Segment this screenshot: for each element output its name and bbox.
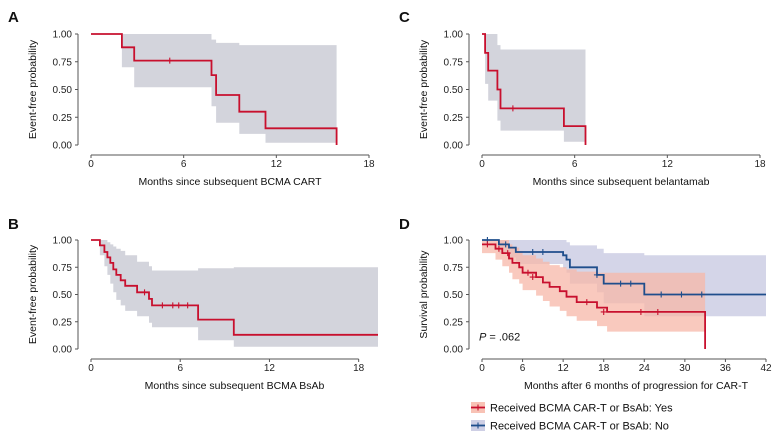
confidence-band-red [482, 240, 706, 332]
censor-mark [504, 250, 511, 257]
y-tick-label: 0.50 [53, 290, 73, 301]
censor-mark [627, 280, 634, 287]
x-tick-label: 12 [271, 159, 283, 170]
panel-a: A 0.00 0.25 0.50 0.75 1.00 0 6 12 18 Months since … [8, 9, 375, 188]
p-value-annotation: P = .062 [479, 331, 520, 343]
km-curve-red [482, 33, 587, 145]
y-tick-label: 0.75 [444, 57, 464, 68]
y-tick-label: 0.00 [53, 345, 73, 356]
y-tick-label: 0.50 [444, 85, 464, 96]
panel-b: B 0.00 0.25 0.50 0.75 1.00 0 6 12 18 Months since … [8, 216, 378, 392]
x-tick-label: 30 [679, 363, 691, 374]
y-axis-label: Survival probability [418, 250, 430, 339]
y-tick-label: 0.50 [444, 290, 464, 301]
legend-swatch-censor [475, 422, 481, 429]
censor-mark [169, 302, 176, 309]
y-axis-label: Event-free probability [418, 39, 430, 139]
y-tick-label: 0.50 [53, 85, 73, 96]
x-axis-label: Months since subsequent BCMA CART [138, 176, 322, 188]
x-axis-label: Months since subsequent BCMA BsAb [145, 380, 325, 392]
legend-swatch-censor [475, 404, 481, 411]
y-tick-label: 0.00 [444, 141, 464, 152]
censor-mark [529, 248, 536, 255]
censor-mark [495, 245, 502, 252]
x-tick-label: 12 [662, 159, 674, 170]
censor-mark [141, 289, 148, 296]
y-tick-label: 1.00 [444, 30, 464, 41]
censor-mark [524, 269, 531, 276]
confidence-band-red [482, 34, 586, 142]
x-tick-label: 0 [479, 363, 485, 374]
censor-mark [658, 291, 665, 298]
x-tick-label: 0 [88, 363, 94, 374]
x-axis-label: Months after 6 months of progression for… [524, 380, 749, 392]
legend-entry-label: Received BCMA CAR-T or BsAb: No [490, 421, 669, 433]
y-tick-label: 0.00 [53, 141, 73, 152]
censor-mark [678, 291, 685, 298]
censor-mark [175, 302, 182, 309]
y-tick-label: 0.00 [444, 345, 464, 356]
censor-mark [654, 308, 661, 315]
censor-mark [617, 280, 624, 287]
panel-label: C [399, 9, 410, 26]
panel-d: D 0.00 0.25 0.50 0.75 1.00 0 6 12 18 24 30 36 42 Month… [399, 216, 772, 433]
y-tick-label: 0.75 [53, 263, 73, 274]
censor-mark [166, 57, 173, 64]
censor-mark [529, 274, 536, 281]
x-tick-label: 12 [558, 363, 570, 374]
y-tick-label: 0.75 [53, 57, 73, 68]
x-axis-label: Months since subsequent belantamab [533, 176, 710, 188]
y-tick-label: 0.25 [444, 113, 464, 124]
y-tick-label: 0.75 [444, 263, 464, 274]
censor-mark [484, 241, 491, 248]
km-curve-red [91, 33, 338, 145]
censor-mark [593, 271, 600, 278]
x-tick-label: 18 [598, 363, 610, 374]
censor-mark [159, 302, 166, 309]
censor-mark [502, 241, 509, 248]
y-tick-label: 0.25 [53, 317, 73, 328]
censor-mark [539, 248, 546, 255]
legend: Received BCMA CAR-T or BsAb: Yes Received… [471, 402, 673, 433]
censor-mark [509, 105, 516, 112]
panel-label: D [399, 216, 410, 233]
x-tick-label: 18 [754, 159, 766, 170]
y-tick-label: 0.25 [53, 113, 73, 124]
x-tick-label: 0 [88, 159, 94, 170]
y-axis-label: Event-free probability [27, 244, 39, 344]
x-tick-label: 18 [363, 159, 375, 170]
x-tick-label: 24 [639, 363, 651, 374]
x-tick-label: 18 [353, 363, 365, 374]
y-tick-label: 1.00 [53, 30, 73, 41]
y-tick-label: 0.25 [444, 317, 464, 328]
censor-mark [600, 308, 607, 315]
x-tick-label: 42 [760, 363, 772, 374]
km-curve-blue [482, 239, 766, 296]
x-tick-label: 6 [177, 363, 183, 374]
y-tick-label: 1.00 [53, 236, 73, 247]
censor-mark [583, 299, 590, 306]
x-tick-label: 6 [181, 159, 187, 170]
panel-label: B [8, 216, 19, 233]
y-tick-label: 1.00 [444, 236, 464, 247]
x-tick-label: 6 [572, 159, 578, 170]
confidence-band-red [91, 240, 378, 347]
panel-label: A [8, 9, 19, 26]
x-tick-label: 36 [720, 363, 732, 374]
x-tick-label: 12 [264, 363, 276, 374]
censor-mark [637, 308, 644, 315]
confidence-band-red [91, 34, 337, 143]
censor-mark [698, 291, 705, 298]
y-axis-label: Event-free probability [27, 39, 39, 139]
panel-c: C 0.00 0.25 0.50 0.75 1.00 0 6 12 18 Months since … [399, 9, 766, 188]
censor-mark [184, 302, 191, 309]
legend-entry-label: Received BCMA CAR-T or BsAb: Yes [490, 403, 673, 415]
x-tick-label: 0 [479, 159, 485, 170]
x-tick-label: 6 [520, 363, 526, 374]
